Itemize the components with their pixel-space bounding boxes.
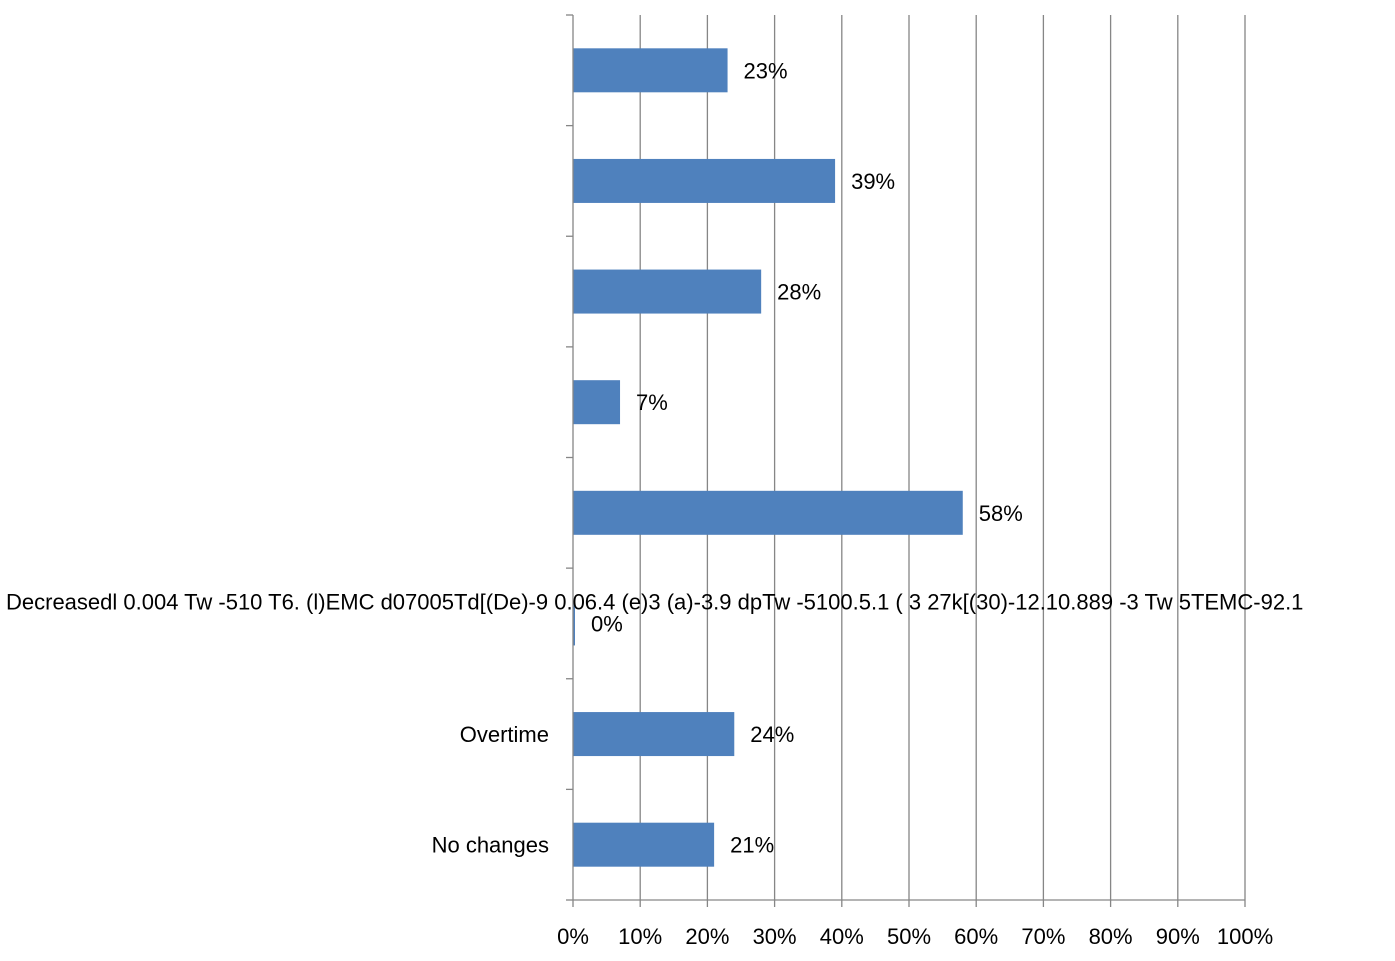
data-label: 23% <box>744 58 788 83</box>
axes <box>566 14 1246 907</box>
x-tick-label: 70% <box>1021 924 1065 949</box>
bar <box>573 601 575 646</box>
x-tick-label: 60% <box>954 924 998 949</box>
x-tick-label: 0% <box>557 924 589 949</box>
gridlines <box>639 15 1246 900</box>
data-label: 24% <box>750 722 794 747</box>
bar <box>573 380 621 425</box>
data-label: 28% <box>777 280 821 305</box>
category-label: Decreasedl 0.004 Tw -510 T6. (l)EMC d070… <box>6 589 1303 614</box>
x-tick-label: 40% <box>820 924 864 949</box>
category-label: No changes <box>432 833 549 858</box>
data-label: 7% <box>636 390 668 415</box>
x-tick-label: 100% <box>1217 924 1273 949</box>
data-label: 21% <box>730 833 774 858</box>
data-label: 39% <box>851 169 895 194</box>
data-label: 58% <box>979 501 1023 526</box>
x-tick-label: 10% <box>618 924 662 949</box>
bar <box>573 490 963 535</box>
bars <box>573 48 963 867</box>
x-tick-label: 50% <box>887 924 931 949</box>
x-tick-label: 80% <box>1089 924 1133 949</box>
data-label: 0% <box>591 611 623 636</box>
x-tick-label: 30% <box>753 924 797 949</box>
bar <box>573 269 762 314</box>
x-tick-label: 90% <box>1156 924 1200 949</box>
x-tick-label: 20% <box>685 924 729 949</box>
bar <box>573 48 728 93</box>
bar <box>573 712 735 757</box>
labels: 0% 10% 20% 30% 40% 50% 60% 70% 80% 90% 100% 23% 39% 2… <box>6 58 1303 949</box>
category-label: Overtime <box>460 722 549 747</box>
bar <box>573 822 715 867</box>
bar <box>573 158 836 203</box>
